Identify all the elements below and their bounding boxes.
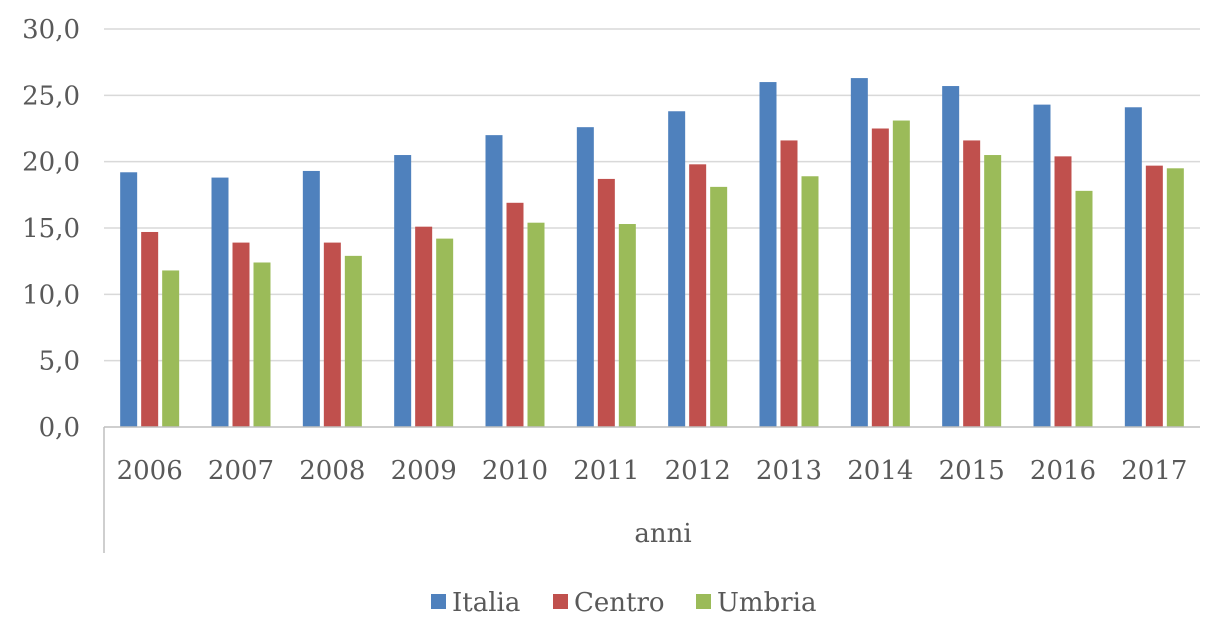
x-tick-label: 2007 [208, 456, 274, 486]
legend: Italia Centro Umbria [431, 588, 816, 617]
bar-centro-2015 [963, 140, 981, 427]
y-tick-label: 25,0 [22, 81, 80, 111]
bar-italia-2011 [576, 127, 594, 427]
bar-italia-2006 [120, 172, 138, 427]
y-tick-label: 0,0 [39, 413, 80, 443]
bar-centro-2014 [871, 128, 889, 427]
bar-centro-2009 [415, 226, 433, 427]
bar-centro-2012 [689, 164, 707, 427]
axes: 0,0 5,0 10,0 15,0 20,0 25,0 30,0 2006 2007 2008 20… [22, 15, 1200, 553]
y-tick-label: 20,0 [22, 148, 80, 178]
x-tick-label: 2015 [939, 456, 1005, 486]
bar-centro-2017 [1145, 165, 1163, 427]
x-tick-label: 2011 [573, 456, 639, 486]
bar-umbria-2007 [253, 262, 271, 427]
bar-centro-2006 [141, 231, 159, 427]
bar-italia-2010 [485, 135, 503, 427]
bar-italia-2017 [1124, 107, 1142, 428]
legend-item-umbria: Umbria [696, 588, 816, 617]
legend-item-italia: Italia [431, 588, 520, 617]
bar-umbria-2017 [1166, 168, 1184, 428]
legend-swatch [431, 594, 446, 609]
legend-label: Centro [574, 588, 665, 613]
bar-centro-2016 [1054, 156, 1072, 428]
bar-centro-2007 [232, 242, 250, 427]
y-tick-label: 30,0 [22, 15, 80, 45]
x-tick-label: 2014 [847, 456, 913, 486]
legend-label: Italia [452, 588, 520, 613]
bar-centro-2013 [780, 140, 798, 427]
y-tick-label: 15,0 [22, 214, 80, 244]
bar-italia-2012 [668, 111, 686, 428]
x-tick-label: 2010 [482, 456, 548, 486]
bars [120, 78, 1184, 428]
bar-italia-2015 [942, 86, 960, 428]
x-tick-label: 2017 [1121, 456, 1187, 486]
x-tick-label: 2012 [665, 456, 731, 486]
bar-umbria-2016 [1075, 190, 1093, 427]
y-tick-label: 10,0 [22, 280, 80, 310]
bar-centro-2008 [323, 242, 341, 427]
x-tick-label: 2013 [756, 456, 822, 486]
bar-umbria-2012 [710, 186, 728, 427]
bar-centro-2011 [597, 178, 615, 427]
bar-umbria-2013 [801, 176, 819, 427]
bar-italia-2007 [211, 177, 229, 427]
bar-italia-2016 [1033, 104, 1051, 428]
legend-item-centro: Centro [553, 588, 665, 617]
bar-umbria-2010 [527, 222, 545, 427]
bar-umbria-2008 [344, 255, 362, 427]
legend-swatch [553, 594, 568, 609]
bar-umbria-2014 [892, 120, 910, 427]
bar-umbria-2011 [618, 224, 636, 427]
bar-italia-2013 [759, 82, 777, 428]
x-tick-label: 2006 [117, 456, 183, 486]
x-tick-label: 2009 [391, 456, 457, 486]
bar-italia-2008 [302, 170, 320, 427]
bar-umbria-2009 [436, 238, 454, 427]
legend-label: Umbria [717, 588, 816, 613]
x-tick-label: 2008 [299, 456, 365, 486]
bar-italia-2014 [850, 78, 868, 427]
bar-umbria-2006 [162, 270, 180, 427]
x-axis-title: anni [634, 519, 691, 549]
gridlines [104, 28, 1200, 362]
bar-centro-2010 [506, 202, 524, 427]
bar-umbria-2015 [984, 155, 1002, 428]
x-tick-label: 2016 [1030, 456, 1096, 486]
y-tick-label: 5,0 [39, 347, 80, 377]
bar-italia-2009 [394, 155, 412, 428]
legend-swatch [696, 594, 711, 609]
